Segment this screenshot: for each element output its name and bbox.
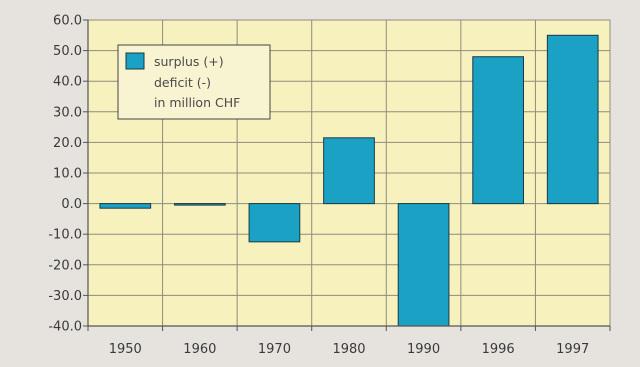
bar-1960	[174, 203, 226, 206]
x-tick-label: 1980	[332, 342, 365, 357]
x-tick-label: 1950	[109, 342, 142, 357]
y-tick-label: 50.0	[53, 44, 82, 59]
bar-1980	[323, 137, 375, 205]
x-tick-label: 1970	[258, 342, 291, 357]
legend-line-2: deficit (-)	[154, 75, 211, 90]
legend-line-1: surplus (+)	[154, 54, 224, 69]
y-tick-label: 10.0	[53, 167, 82, 182]
y-tick-label: 40.0	[53, 75, 82, 90]
y-tick-labels: 60.0 50.0 40.0 30.0 20.0 10.0 0.0 -10.0 -20.0 -30…	[48, 14, 82, 335]
x-tick-label: 1960	[183, 342, 216, 357]
bar-1950	[99, 203, 152, 209]
y-tick-label: -10.0	[48, 228, 82, 243]
bars	[99, 34, 599, 327]
y-tick-label: 20.0	[53, 136, 82, 151]
y-tick-label: -40.0	[48, 320, 82, 335]
y-tick-label: -30.0	[48, 289, 82, 304]
y-tick-label: 60.0	[53, 14, 82, 29]
bar-1990	[397, 203, 450, 327]
legend: surplus (+) deficit (-) in million CHF	[117, 44, 271, 120]
y-tick-label: -20.0	[48, 258, 82, 273]
legend-box	[117, 44, 271, 120]
bar-1997	[546, 34, 599, 205]
legend-swatch	[125, 52, 145, 70]
y-tick-label: 30.0	[53, 105, 82, 120]
bar-1970	[248, 203, 301, 243]
x-tick-labels: 1950 1960 1970 1980 1990 1996 1997	[109, 342, 590, 357]
x-tick-label: 1997	[556, 342, 589, 357]
y-tick-label: 0.0	[61, 197, 82, 212]
x-tick-label: 1990	[407, 342, 440, 357]
bar-1996	[472, 56, 524, 205]
legend-line-3: in million CHF	[154, 95, 240, 110]
x-tick-label: 1996	[482, 342, 515, 357]
axes	[83, 19, 611, 331]
